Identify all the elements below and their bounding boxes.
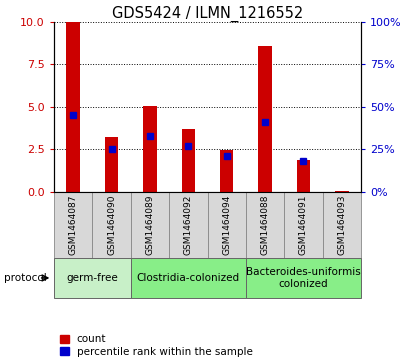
Bar	[208, 192, 246, 258]
Bar	[54, 192, 92, 258]
Bar	[259, 45, 272, 192]
Bar	[66, 22, 80, 192]
Bar	[246, 258, 361, 298]
Bar	[131, 258, 246, 298]
Bar	[143, 106, 156, 192]
Bar	[284, 192, 323, 258]
Bar	[131, 192, 169, 258]
Text: GSM1464092: GSM1464092	[184, 195, 193, 255]
Bar	[182, 129, 195, 192]
Text: GSM1464087: GSM1464087	[68, 195, 78, 255]
Text: GSM1464093: GSM1464093	[337, 195, 347, 255]
Title: GDS5424 / ILMN_1216552: GDS5424 / ILMN_1216552	[112, 5, 303, 22]
Bar	[54, 258, 131, 298]
Text: germ-free: germ-free	[66, 273, 118, 283]
Text: GSM1464094: GSM1464094	[222, 195, 231, 255]
Text: GSM1464090: GSM1464090	[107, 195, 116, 255]
Bar	[220, 150, 233, 192]
Text: GSM1464089: GSM1464089	[145, 195, 154, 255]
Bar	[246, 192, 284, 258]
Text: GSM1464091: GSM1464091	[299, 195, 308, 255]
Bar	[105, 137, 118, 192]
Bar	[323, 192, 361, 258]
Text: GSM1464088: GSM1464088	[261, 195, 270, 255]
Text: Clostridia-colonized: Clostridia-colonized	[137, 273, 240, 283]
Bar	[169, 192, 208, 258]
Bar	[93, 192, 131, 258]
Text: Bacteroides-uniformis
colonized: Bacteroides-uniformis colonized	[246, 267, 361, 289]
Legend: count, percentile rank within the sample: count, percentile rank within the sample	[59, 333, 254, 358]
Bar	[297, 160, 310, 192]
Text: protocol: protocol	[4, 273, 47, 283]
